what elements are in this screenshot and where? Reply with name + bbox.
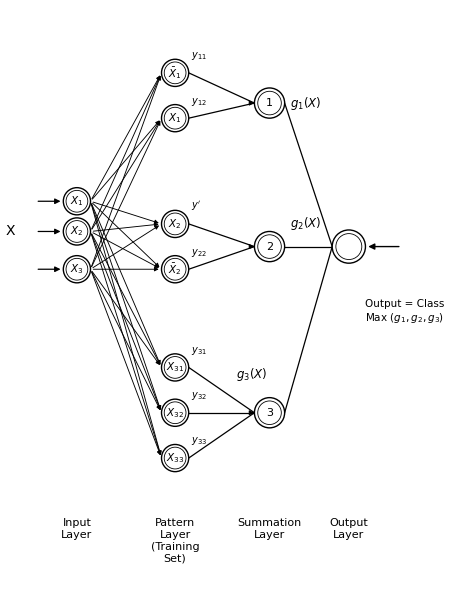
- Circle shape: [164, 402, 185, 424]
- Circle shape: [161, 60, 188, 87]
- Text: $g_3(X)$: $g_3(X)$: [235, 367, 266, 384]
- Text: Summation
Layer: Summation Layer: [237, 518, 301, 540]
- Circle shape: [164, 107, 185, 129]
- Text: 3: 3: [265, 408, 273, 418]
- Circle shape: [63, 255, 90, 283]
- Text: $X_2$: $X_2$: [168, 217, 181, 231]
- Circle shape: [63, 218, 90, 245]
- Text: $\bar{X}_1$: $\bar{X}_1$: [168, 65, 182, 81]
- Text: $X_1$: $X_1$: [168, 111, 181, 125]
- Circle shape: [257, 235, 281, 258]
- Text: Output = Class
Max ($g_1, g_2, g_3$): Output = Class Max ($g_1, g_2, g_3$): [364, 300, 444, 325]
- Circle shape: [161, 255, 188, 283]
- Text: $X_{33}$: $X_{33}$: [166, 451, 184, 465]
- Text: $X_3$: $X_3$: [70, 262, 84, 276]
- Text: $y_{33}$: $y_{33}$: [190, 435, 207, 448]
- Circle shape: [161, 445, 188, 472]
- Text: $y_{11}$: $y_{11}$: [190, 50, 207, 62]
- Text: 2: 2: [265, 241, 273, 252]
- Circle shape: [66, 220, 88, 243]
- Text: $\bar{X}_2$: $\bar{X}_2$: [168, 262, 181, 277]
- Text: Output
Layer: Output Layer: [329, 518, 367, 540]
- Circle shape: [164, 258, 185, 280]
- Text: $y_{12}$: $y_{12}$: [190, 96, 207, 107]
- Text: Input
Layer: Input Layer: [61, 518, 92, 540]
- Circle shape: [66, 258, 88, 280]
- Text: $g_2(X)$: $g_2(X)$: [289, 216, 320, 233]
- Text: $X_1$: $X_1$: [70, 195, 84, 208]
- Circle shape: [161, 211, 188, 238]
- Circle shape: [335, 233, 361, 260]
- Circle shape: [164, 357, 185, 378]
- Circle shape: [161, 399, 188, 426]
- Circle shape: [164, 213, 185, 235]
- Circle shape: [164, 62, 185, 84]
- Circle shape: [254, 88, 284, 118]
- Text: X: X: [5, 225, 15, 238]
- Circle shape: [63, 188, 90, 215]
- Circle shape: [254, 231, 284, 262]
- Text: $y'$: $y'$: [190, 200, 201, 213]
- Circle shape: [164, 447, 185, 469]
- Circle shape: [161, 354, 188, 381]
- Circle shape: [257, 91, 281, 115]
- Text: $X_{31}$: $X_{31}$: [166, 360, 184, 375]
- Circle shape: [331, 230, 364, 263]
- Circle shape: [257, 401, 281, 424]
- Text: $g_1(X)$: $g_1(X)$: [289, 95, 320, 112]
- Text: $X_2$: $X_2$: [70, 225, 84, 238]
- Circle shape: [66, 190, 88, 212]
- Circle shape: [161, 104, 188, 132]
- Text: $y_{31}$: $y_{31}$: [190, 345, 207, 357]
- Circle shape: [254, 398, 284, 428]
- Text: $y_{32}$: $y_{32}$: [190, 390, 207, 402]
- Text: 1: 1: [265, 98, 273, 108]
- Text: $y_{22}$: $y_{22}$: [190, 247, 207, 258]
- Text: $X_{32}$: $X_{32}$: [166, 406, 184, 419]
- Text: Pattern
Layer
(Training
Set): Pattern Layer (Training Set): [151, 518, 199, 563]
